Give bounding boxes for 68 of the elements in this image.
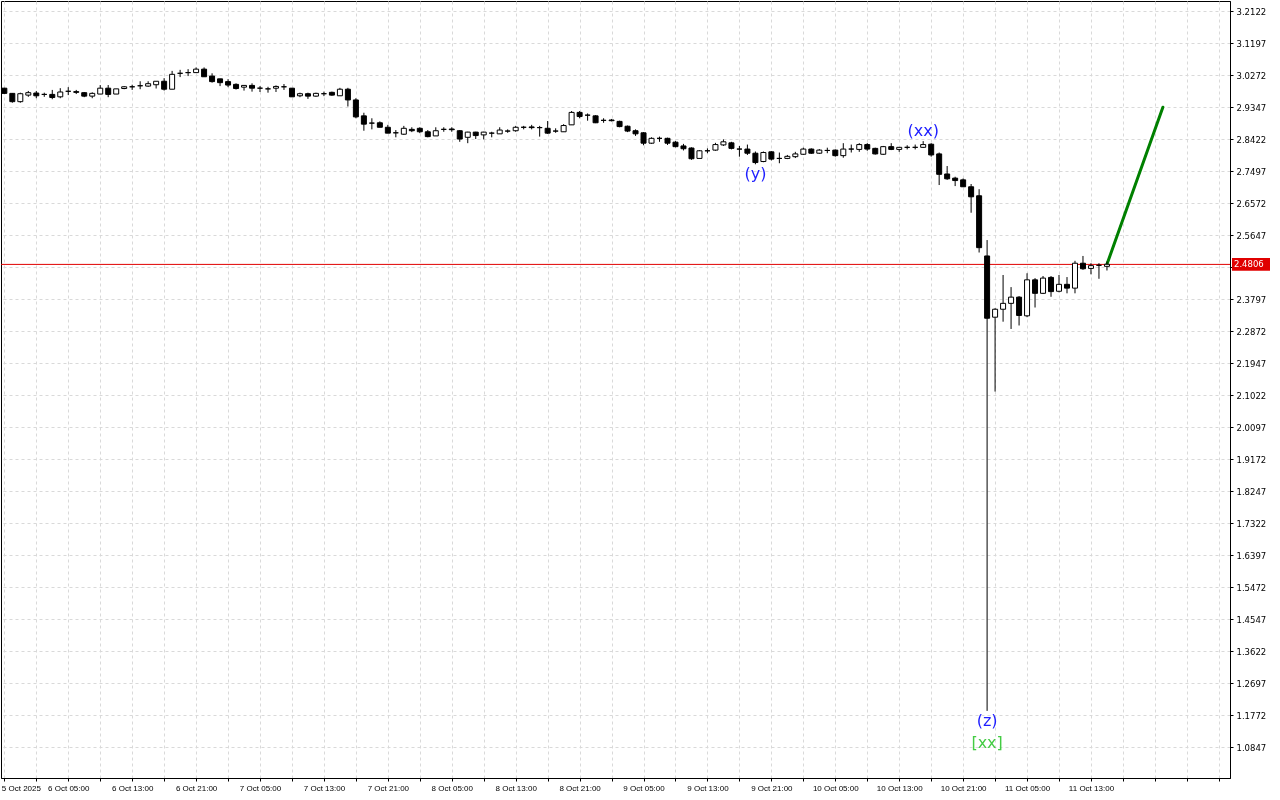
candlestick	[1079, 255, 1086, 271]
candlestick	[992, 307, 999, 393]
x-tick-label: 11 Oct 13:00	[1068, 783, 1115, 793]
y-tick-label: 1.0847	[1236, 742, 1267, 753]
candlestick	[952, 176, 959, 187]
x-tick-label: 10 Oct 21:00	[940, 783, 988, 793]
candlestick	[936, 152, 943, 186]
y-tick-label: 1.7322	[1236, 518, 1267, 529]
x-tick-label: 8 Oct 21:00	[559, 783, 602, 793]
y-tick-label: 2.0097	[1236, 422, 1267, 433]
y-tick-label: 2.2872	[1236, 326, 1267, 337]
candlestick	[1103, 261, 1110, 271]
annotation: (xx)	[907, 121, 939, 141]
x-tick-label: 8 Oct 05:00	[431, 783, 474, 793]
y-tick-label: 2.1947	[1236, 358, 1267, 369]
annotation: [xx]	[971, 732, 1003, 752]
x-tick-label: 6 Oct 21:00	[175, 783, 218, 793]
candlestick	[344, 87, 351, 108]
y-tick-label: 1.9172	[1236, 454, 1267, 465]
x-tick-label: 6 Oct 13:00	[111, 783, 154, 793]
annotation: (z)	[976, 710, 998, 730]
y-tick-label: 1.2697	[1236, 678, 1267, 689]
candlestick	[368, 117, 375, 130]
x-tick-label: 7 Oct 21:00	[367, 783, 410, 793]
candlestick	[1016, 295, 1023, 326]
x-tick-label: 10 Oct 05:00	[812, 783, 860, 793]
candlestick	[169, 70, 176, 90]
annotation: (y)	[744, 164, 767, 184]
y-tick-label: 2.9347	[1236, 102, 1267, 113]
ref-line-label: 2.4806	[1234, 259, 1264, 270]
candlestick	[265, 86, 271, 94]
x-tick-label: 7 Oct 13:00	[303, 783, 346, 793]
y-tick-label: 3.1197	[1236, 38, 1267, 49]
x-tick-label: 9 Oct 21:00	[751, 783, 794, 793]
y-tick-label: 3.0272	[1236, 70, 1267, 81]
candlestick	[249, 82, 256, 93]
y-tick-label: 2.8422	[1236, 134, 1267, 145]
candlestick	[1000, 274, 1007, 323]
x-tick-label: 9 Oct 05:00	[623, 783, 666, 793]
y-tick-label: 2.7497	[1236, 166, 1267, 177]
x-tick-label: 11 Oct 05:00	[1004, 783, 1051, 793]
candlestick	[1048, 275, 1055, 298]
candlestick	[1008, 286, 1015, 330]
x-tick-label: 10 Oct 13:00	[876, 783, 924, 793]
y-tick-label: 2.1022	[1236, 390, 1267, 401]
y-tick-label: 3.2122	[1236, 6, 1267, 17]
candlestick	[272, 84, 279, 93]
y-tick-label: 1.1772	[1236, 710, 1267, 721]
x-tick-label: 9 Oct 13:00	[687, 783, 730, 793]
candlestick	[968, 183, 975, 214]
y-tick-label: 1.8247	[1236, 486, 1267, 497]
y-tick-label: 1.5472	[1236, 582, 1267, 593]
candlestick	[1056, 274, 1063, 293]
y-tick-label: 1.3622	[1236, 646, 1267, 657]
candlestick	[241, 84, 248, 92]
y-tick-label: 2.5647	[1236, 230, 1267, 241]
candlestick	[1064, 276, 1070, 294]
x-tick-label: 7 Oct 05:00	[239, 783, 282, 793]
candlestick	[1087, 262, 1094, 275]
x-tick-label: 6 Oct 05:00	[48, 783, 90, 793]
y-tick-label: 1.4547	[1236, 614, 1267, 625]
x-tick-label: 5 Oct 2025	[1, 783, 42, 793]
y-tick-label: 2.3797	[1236, 294, 1267, 305]
y-tick-label: 1.6397	[1236, 550, 1267, 561]
y-tick-label: 2.6572	[1236, 198, 1267, 209]
x-tick-label: 8 Oct 13:00	[495, 783, 538, 793]
candlestick	[1032, 277, 1039, 309]
candlestick	[153, 80, 160, 90]
